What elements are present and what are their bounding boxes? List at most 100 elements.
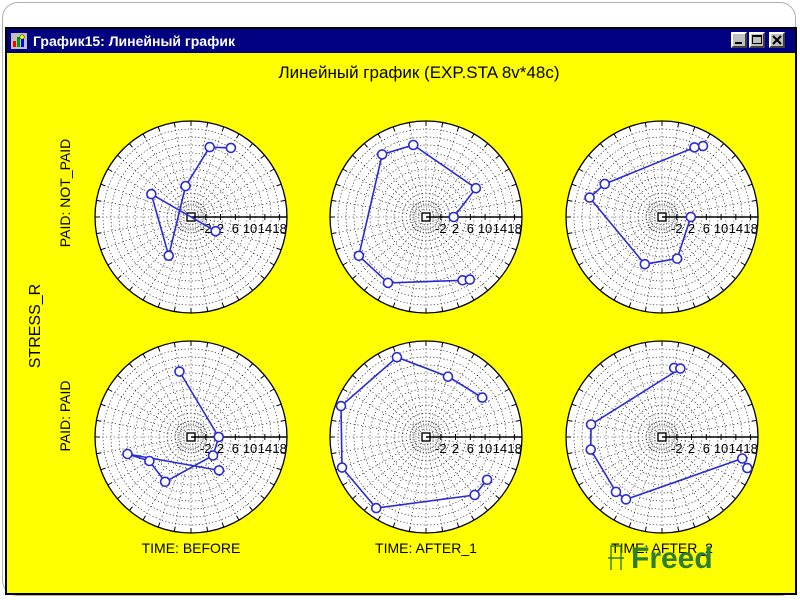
grid-spoke [117,224,183,279]
title-bar[interactable]: График15: Линейный график [7,29,795,53]
grid-spoke [364,143,419,209]
grid-spoke [409,122,425,206]
outer-tick [157,126,161,132]
data-point [599,178,611,190]
outer-tick [571,183,577,187]
outer-tick [363,363,368,368]
grid-spoke [392,447,423,528]
grid-spoke [192,342,208,426]
outer-tick [613,295,617,301]
data-point [336,462,348,473]
data-point [671,253,683,264]
outer-tick [751,452,757,455]
grid-spoke [671,388,746,432]
grid-spoke [673,438,757,454]
grid-spoke [100,220,181,251]
grid-spoke [129,445,184,511]
center-square [177,423,205,451]
outer-tick [331,232,337,235]
grid-spoke [196,446,240,521]
outer-tick [236,133,240,139]
panel-1-1: -2 2 6 10 14 18 [329,340,523,534]
grid-spoke [194,126,225,207]
grid-spoke [409,448,425,532]
outer-tick [173,526,176,532]
window-title: График15: Линейный график [33,33,235,49]
grid-spoke [331,420,415,436]
outer-tick [484,506,489,511]
outer-tick [363,143,368,148]
grid-spoke [673,218,757,234]
outer-tick [96,199,102,202]
outer-tick [441,122,444,128]
radial-tick-label: -2 [435,221,447,236]
grid-spoke [663,342,679,426]
grid-spoke [672,440,753,471]
outer-tick [441,342,444,348]
grid-spoke [433,225,488,291]
minimize-icon [735,42,742,44]
data-point [213,431,224,443]
grid-spoke [435,222,510,266]
grid-spoke [665,346,696,427]
data-point [122,448,133,460]
panel-1-2: -2 2 6 10 14 18 [565,340,759,534]
grid-spoke [613,133,657,208]
data-point [469,489,480,501]
grid-spoke [202,218,286,234]
radial-tick-label: 10 [243,441,257,456]
data-point [675,363,686,374]
maximize-button[interactable] [749,32,765,48]
outer-tick [269,388,275,392]
outer-tick [731,495,736,500]
outer-tick [471,353,475,359]
outer-tick [578,262,584,266]
outer-tick [720,506,725,511]
outer-tick [280,452,286,455]
outer-tick [628,346,632,352]
outer-tick [173,122,176,128]
grid-spoke [117,444,183,499]
data-point [391,351,403,363]
outer-tick [720,143,725,148]
data-point [442,371,454,382]
data-point [174,366,185,377]
grid-spoke [392,346,423,427]
grid-spoke [669,363,724,429]
data-point [207,450,219,461]
outer-tick [731,374,736,379]
minimize-button[interactable] [731,32,747,48]
outer-tick [441,526,444,532]
outer-tick [707,353,711,359]
grid-spoke [392,227,423,308]
grid-spoke [673,420,757,436]
grid-spoke [436,183,517,214]
grid-spoke [331,218,415,234]
outer-tick [142,353,146,359]
outer-tick [408,306,411,312]
data-point [639,258,651,270]
close-button[interactable] [769,32,785,48]
grid-spoke [672,220,753,251]
outer-tick [495,154,500,159]
radial-tick-label: 18 [507,441,521,456]
outer-tick [567,419,573,422]
outer-tick [335,247,341,251]
outer-tick [221,302,225,308]
outer-tick [157,522,161,528]
grid-spoke [196,133,240,208]
grid-spoke [670,224,736,279]
grid-spoke [196,226,240,301]
grid-spoke [571,440,652,471]
chart-area: Линейный график (EXP.STA 8v*48c) STRESS_… [7,53,795,593]
outer-tick [677,526,680,532]
radial-tick-label: 10 [478,441,492,456]
outer-tick [720,286,725,291]
outer-tick [128,506,133,511]
outer-tick [377,353,381,359]
outer-tick [495,374,500,379]
outer-tick [260,495,265,500]
outer-tick [117,495,122,500]
grid-spoke [667,446,711,521]
outer-tick [331,452,337,455]
